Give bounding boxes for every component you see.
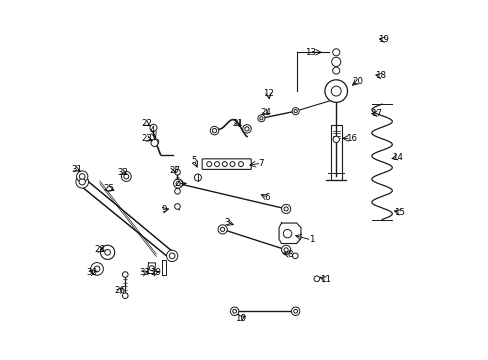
Circle shape (149, 266, 154, 271)
Circle shape (152, 139, 159, 145)
Text: 13: 13 (305, 48, 316, 57)
Bar (330, 125, 341, 180)
Circle shape (101, 245, 114, 259)
Text: 1: 1 (308, 235, 314, 244)
Text: 7: 7 (258, 158, 264, 167)
Text: 24: 24 (260, 108, 271, 117)
Text: 20: 20 (351, 77, 362, 86)
Circle shape (283, 229, 291, 238)
Circle shape (79, 174, 85, 179)
Circle shape (281, 204, 290, 213)
Circle shape (284, 248, 287, 252)
Circle shape (79, 179, 85, 185)
Text: 17: 17 (370, 109, 382, 118)
Circle shape (232, 309, 236, 313)
Circle shape (174, 189, 180, 194)
Text: 5: 5 (191, 156, 197, 165)
Circle shape (206, 162, 211, 167)
Text: 9: 9 (161, 206, 166, 215)
Circle shape (176, 181, 180, 186)
Text: 14: 14 (392, 153, 403, 162)
Circle shape (281, 245, 290, 255)
Text: 29: 29 (150, 268, 161, 277)
Circle shape (104, 249, 110, 255)
Circle shape (222, 162, 227, 167)
Circle shape (257, 115, 264, 122)
Circle shape (214, 162, 219, 167)
Circle shape (242, 125, 251, 133)
Text: 8: 8 (287, 250, 292, 259)
Circle shape (259, 117, 263, 120)
Circle shape (293, 309, 297, 313)
Polygon shape (147, 263, 155, 274)
Circle shape (220, 227, 224, 231)
FancyBboxPatch shape (202, 159, 251, 170)
Text: 12: 12 (263, 89, 273, 98)
Text: 25: 25 (103, 184, 114, 193)
Circle shape (313, 276, 319, 282)
Text: 16: 16 (345, 134, 356, 143)
Circle shape (210, 126, 218, 135)
Text: 19: 19 (378, 35, 388, 44)
Circle shape (212, 129, 216, 133)
Circle shape (194, 174, 201, 181)
Circle shape (122, 272, 128, 277)
Circle shape (174, 170, 180, 175)
Circle shape (284, 207, 287, 211)
Circle shape (101, 245, 114, 259)
Circle shape (169, 253, 175, 259)
Circle shape (218, 225, 227, 234)
Circle shape (238, 162, 243, 167)
Circle shape (174, 204, 180, 209)
Circle shape (229, 162, 235, 167)
Polygon shape (82, 176, 172, 260)
Circle shape (166, 250, 178, 261)
Text: 21: 21 (232, 119, 243, 128)
Text: 11: 11 (320, 275, 330, 284)
Text: 4: 4 (150, 126, 155, 135)
Text: 31: 31 (71, 165, 82, 174)
Circle shape (324, 80, 347, 102)
Text: 18: 18 (374, 71, 385, 80)
Circle shape (150, 124, 157, 131)
Circle shape (121, 171, 131, 181)
Circle shape (331, 57, 340, 66)
Polygon shape (279, 223, 300, 243)
Text: 22: 22 (141, 119, 152, 128)
Circle shape (330, 86, 341, 96)
Text: 28: 28 (94, 246, 105, 255)
Text: 27: 27 (169, 166, 180, 175)
Circle shape (76, 175, 88, 188)
Circle shape (230, 307, 238, 315)
Circle shape (291, 307, 299, 315)
Circle shape (291, 108, 299, 115)
Circle shape (90, 262, 103, 275)
Circle shape (94, 266, 100, 272)
Circle shape (77, 171, 88, 182)
Polygon shape (161, 260, 166, 275)
Circle shape (332, 49, 339, 56)
Text: 15: 15 (393, 208, 405, 217)
Circle shape (102, 247, 113, 258)
Text: 6: 6 (264, 193, 270, 202)
Circle shape (151, 139, 158, 147)
Circle shape (123, 174, 128, 179)
Circle shape (293, 109, 297, 113)
Text: 10: 10 (234, 314, 245, 323)
Circle shape (244, 127, 248, 131)
Text: 33: 33 (139, 268, 150, 277)
Circle shape (332, 136, 339, 143)
Text: 32: 32 (117, 168, 128, 177)
Text: 26: 26 (115, 285, 125, 294)
Text: 23: 23 (141, 134, 152, 143)
Circle shape (122, 293, 128, 298)
Text: 30: 30 (86, 268, 98, 277)
Circle shape (332, 67, 339, 74)
Circle shape (173, 179, 183, 188)
Circle shape (292, 253, 298, 259)
Text: 2: 2 (174, 179, 180, 188)
Text: 3: 3 (224, 218, 229, 227)
